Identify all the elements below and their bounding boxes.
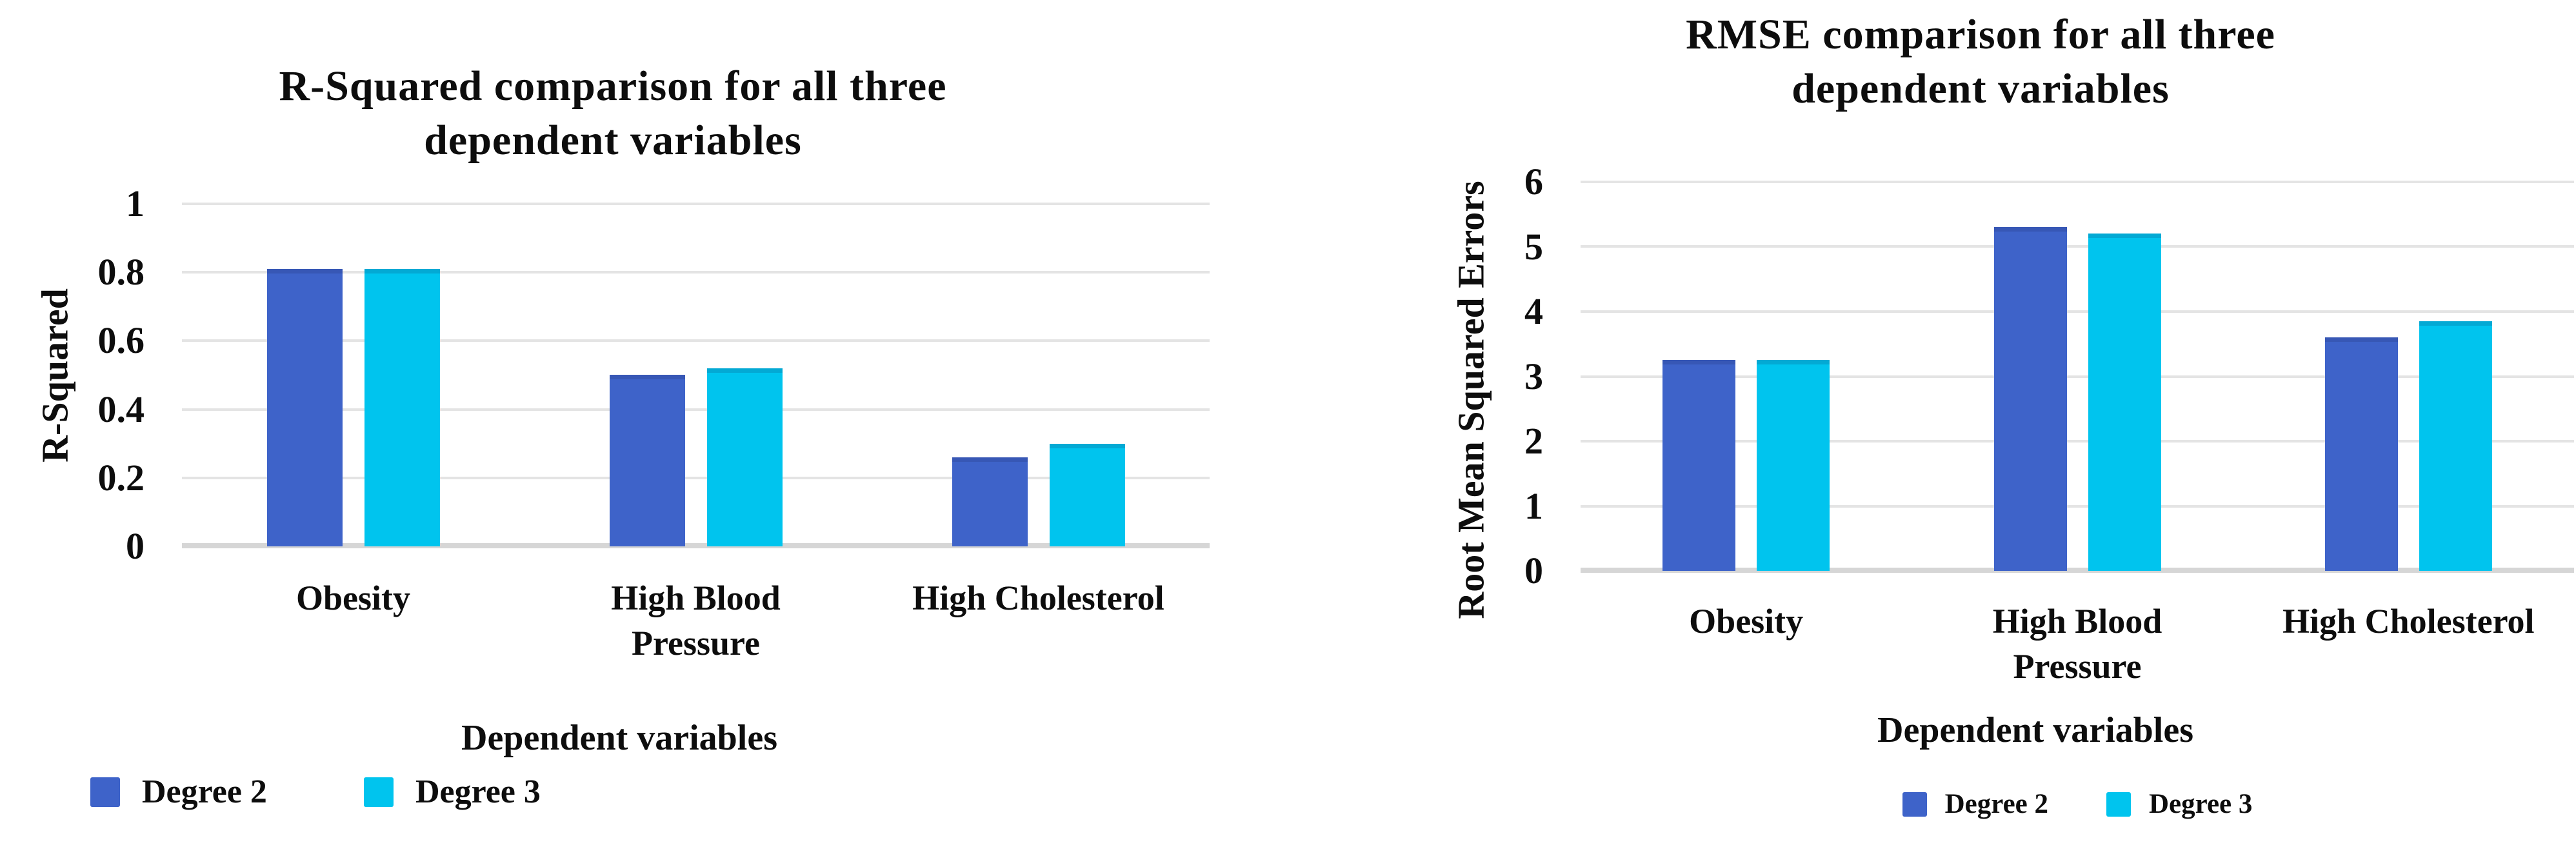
- bar-degree-2: [267, 269, 343, 546]
- legend: Degree 2 Degree 3: [90, 773, 541, 811]
- gridline: [1581, 181, 2574, 183]
- gridline: [182, 203, 1210, 205]
- y-tick-label: 3: [1524, 355, 1543, 397]
- x-category-label: High Cholesterol: [912, 579, 1164, 617]
- bar-degree-2: [610, 375, 685, 546]
- bar-degree-3: [1050, 444, 1125, 546]
- y-tick-label: 1: [1524, 485, 1543, 527]
- legend-label: Degree 2: [1944, 789, 2048, 819]
- x-category-label: Obesity: [1689, 602, 1804, 641]
- y-tick-label: 2: [1524, 420, 1543, 462]
- bar-degree-3: [1757, 360, 1830, 571]
- legend: Degree 2 Degree 3: [1581, 788, 2574, 820]
- legend-item-degree-2: Degree 2: [1902, 788, 2048, 820]
- x-axis-label: Dependent variables: [461, 718, 777, 758]
- y-tick-label: 5: [1524, 226, 1543, 268]
- bar-degree-2: [2325, 337, 2398, 571]
- legend-label: Degree 2: [142, 773, 267, 810]
- legend-item-degree-3: Degree 3: [2106, 788, 2252, 820]
- x-category-labels: Obesity High Blood Pressure High Cholester…: [182, 575, 1210, 666]
- legend-item-degree-3: Degree 3: [363, 773, 541, 811]
- gridline: [1581, 310, 2574, 313]
- plot-area: [182, 203, 1210, 548]
- y-tick-label: 4: [1524, 290, 1543, 332]
- x-category-labels: Obesity High Blood Pressure High Cholester…: [1581, 599, 2574, 689]
- gridline: [1581, 375, 2574, 378]
- gridline: [182, 339, 1210, 342]
- legend-swatch-degree-3: [2106, 791, 2131, 817]
- bar-degree-2: [952, 457, 1028, 546]
- legend-item-degree-2: Degree 2: [90, 773, 267, 811]
- bar-degree-3: [707, 368, 783, 546]
- y-tick-label: 0: [1524, 550, 1543, 592]
- legend-label: Degree 3: [415, 773, 541, 810]
- gridline: [182, 408, 1210, 411]
- y-tick-label: 1: [126, 183, 145, 224]
- bar-degree-3: [2419, 321, 2492, 571]
- y-tick-label: 0.8: [97, 251, 145, 293]
- y-tick-label: 0.6: [97, 319, 145, 361]
- x-category-label: High Cholesterol: [2282, 602, 2535, 641]
- y-tick-label: 0: [126, 525, 145, 567]
- x-category-label: Obesity: [295, 579, 410, 617]
- y-axis-label: R-Squared: [34, 288, 76, 463]
- x-axis-label: Dependent variables: [1877, 710, 2193, 750]
- x-axis-line: [182, 543, 1210, 548]
- x-category-label: High Blood Pressure: [1992, 602, 2162, 686]
- plot-area: [1581, 181, 2574, 573]
- bar-degree-3: [364, 269, 440, 546]
- r-squared-chart: R-Squared comparison for all three depen…: [0, 0, 1252, 856]
- gridline: [1581, 440, 2574, 443]
- gridline: [1581, 245, 2574, 248]
- gridline: [182, 477, 1210, 479]
- legend-label: Degree 3: [2149, 789, 2253, 819]
- gridline: [182, 271, 1210, 274]
- bar-degree-2: [1662, 360, 1735, 571]
- y-tick-label: 0.2: [97, 457, 145, 499]
- legend-swatch-degree-2: [1902, 791, 1927, 817]
- bar-degree-3: [2088, 234, 2161, 571]
- y-tick-label: 6: [1524, 161, 1543, 203]
- bar-degree-2: [1994, 227, 2067, 571]
- chart-title: RMSE comparison for all three dependent …: [1686, 11, 2275, 113]
- legend-swatch-degree-2: [90, 777, 120, 807]
- chart-title: R-Squared comparison for all three depen…: [279, 63, 947, 164]
- y-tick-label: 0.4: [97, 388, 145, 430]
- legend-swatch-degree-3: [363, 777, 394, 807]
- gridline: [1581, 505, 2574, 508]
- rmse-chart: RMSE comparison for all three dependent …: [1387, 0, 2576, 856]
- x-category-label: High Blood Pressure: [611, 579, 781, 663]
- x-axis-line: [1581, 568, 2574, 573]
